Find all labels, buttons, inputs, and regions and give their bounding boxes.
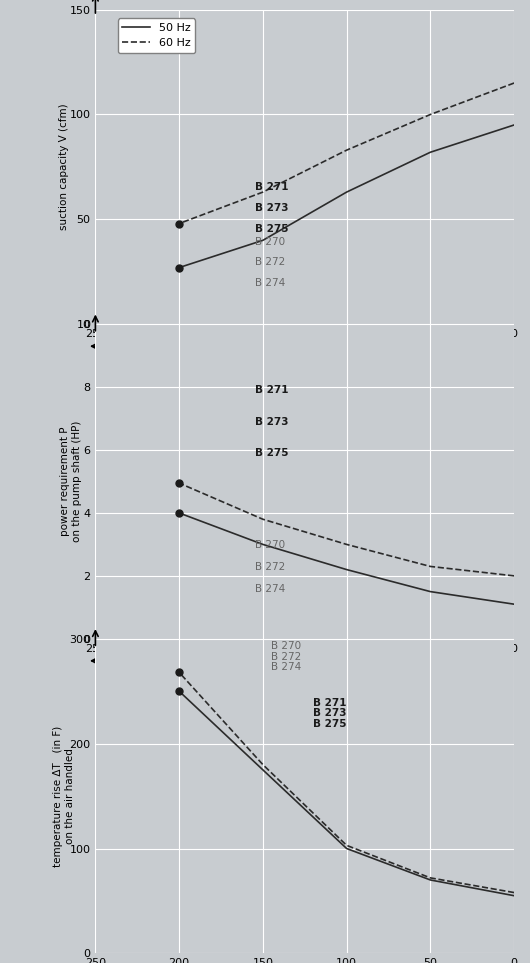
Text: B 272: B 272	[271, 652, 302, 662]
Text: B 271: B 271	[254, 385, 288, 396]
Text: B 274: B 274	[254, 278, 285, 289]
Legend: 50 Hz, 60 Hz: 50 Hz, 60 Hz	[118, 18, 195, 53]
Text: B 270: B 270	[254, 539, 285, 550]
Text: inch H₂O: inch H₂O	[95, 670, 141, 680]
Y-axis label: suction capacity V (cfm): suction capacity V (cfm)	[59, 104, 69, 230]
Text: B 272: B 272	[254, 561, 285, 572]
Text: inch H₂O: inch H₂O	[95, 355, 141, 366]
Text: B 274: B 274	[271, 663, 302, 672]
Y-axis label: temperature rise ΔT   (in F)
on the air handled: temperature rise ΔT (in F) on the air ha…	[53, 725, 75, 867]
Text: B 270: B 270	[271, 641, 302, 651]
Text: Δp   total pressure difference (vacuum): Δp total pressure difference (vacuum)	[200, 355, 405, 366]
Text: B 275: B 275	[313, 718, 347, 729]
Text: B 271: B 271	[313, 698, 347, 708]
Text: B 275: B 275	[254, 224, 288, 234]
Text: B 273: B 273	[254, 417, 288, 427]
Y-axis label: power requirement P
on the pump shaft (HP): power requirement P on the pump shaft (H…	[60, 421, 82, 542]
Text: Δp   total pressure difference (vacuum): Δp total pressure difference (vacuum)	[200, 670, 405, 680]
Text: B 275: B 275	[254, 449, 288, 458]
Text: B 273: B 273	[254, 203, 288, 213]
Text: B 271: B 271	[254, 182, 288, 192]
Text: B 270: B 270	[254, 237, 285, 247]
Text: B 273: B 273	[313, 709, 347, 718]
Text: B 272: B 272	[254, 257, 285, 268]
Text: B 274: B 274	[254, 584, 285, 593]
